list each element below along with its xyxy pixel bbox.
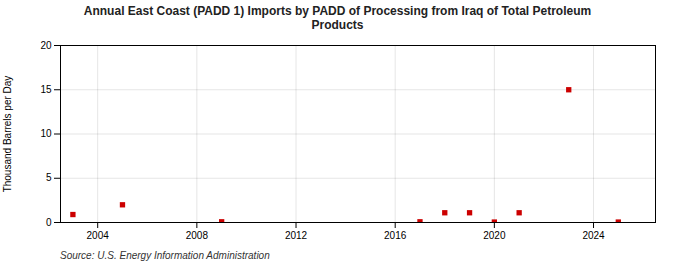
svg-text:Thousand Barrels per Day: Thousand Barrels per Day — [2, 75, 13, 192]
svg-text:2016: 2016 — [384, 229, 407, 240]
html-text:Source: U.S. Energy Informatio: Source: U.S. Energy Information Administ… — [60, 249, 270, 261]
svg-text:2004: 2004 — [87, 229, 110, 240]
svg-text:0: 0 — [46, 216, 52, 227]
svg-text:20: 20 — [40, 39, 52, 50]
svg-text:2024: 2024 — [582, 229, 605, 240]
svg-text:2020: 2020 — [483, 229, 506, 240]
svg-text:15: 15 — [40, 84, 52, 95]
html-text:Annual East Coast (PADD 1) Imp: Annual East Coast (PADD 1) Imports by PA… — [83, 4, 592, 33]
svg-text:5: 5 — [46, 172, 52, 183]
svg-text:10: 10 — [40, 128, 52, 139]
svg-text:2008: 2008 — [186, 229, 209, 240]
svg-text:2012: 2012 — [285, 229, 308, 240]
